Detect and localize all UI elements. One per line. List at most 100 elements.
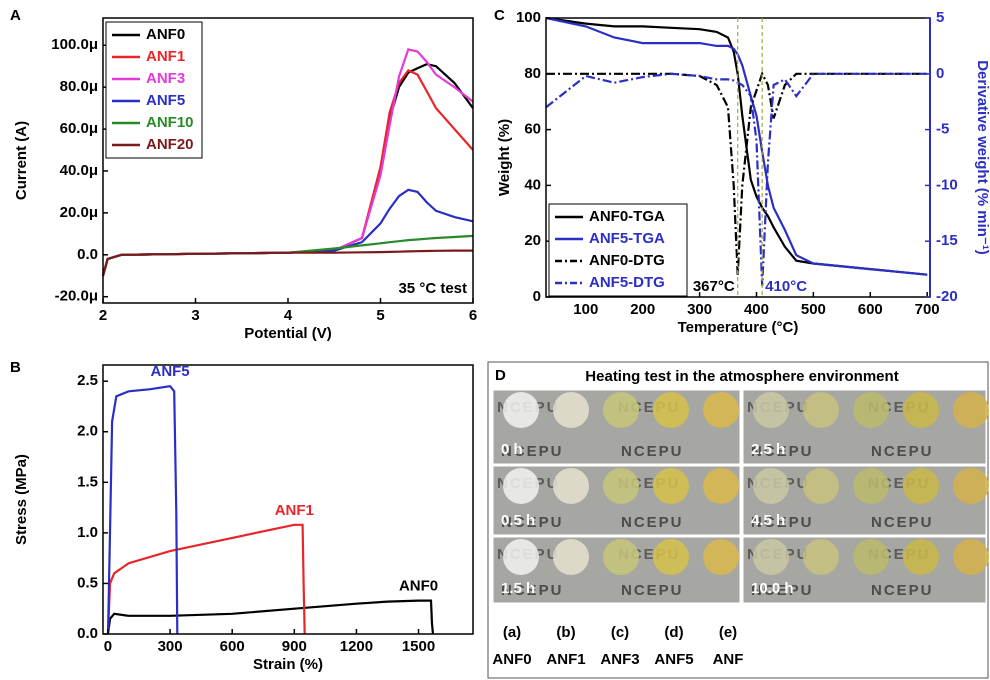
time-label: 4.5 h [751,512,785,529]
y-tick-label: 2.0 [77,423,98,440]
y2-tick-label: -15 [936,232,958,249]
series-line [101,188,474,277]
sample-disc [803,539,839,575]
backdrop-text: NCEPU [751,582,814,599]
sample-disc [953,539,989,575]
y-tick-label: 40.0μ [60,162,98,179]
sample-disc [553,392,589,428]
series-label: ANF1 [275,502,314,519]
sample-disc [703,392,739,428]
y-axis-label: Stress (MPa) [13,454,30,545]
y2-tick-label: -5 [936,121,949,138]
plot-frame [102,364,474,635]
y2-tick-label: 5 [936,9,944,26]
legend-box [105,21,203,159]
series-line [106,599,435,635]
legend-label: ANF20 [146,136,194,153]
sample-name: ANF5 [654,651,693,668]
series-line [101,234,474,277]
y2-axis-label: Derivative weight (% min⁻¹) [974,60,990,255]
x-tick-label: 300 [158,638,183,655]
x-tick-label: 1500 [402,638,435,655]
sample-disc [803,392,839,428]
sample-disc [653,392,689,428]
y2-tick-label: -20 [936,288,958,305]
sample-disc [553,468,589,504]
x-tick-label: 700 [915,301,940,318]
sample-disc [903,468,939,504]
x-tick-label: 3 [191,307,199,324]
sample-disc [603,392,639,428]
sample-disc [753,468,789,504]
sample-disc [653,539,689,575]
legend-label: ANF10 [146,114,194,131]
time-label: 10.0 h [751,580,794,597]
y-tick-label: 20 [524,232,541,249]
backdrop-text: NCEPU [621,443,684,460]
panel-letter: A [10,7,21,24]
x-tick-label: 600 [858,301,883,318]
sample-disc [953,392,989,428]
y-tick-label: 1.5 [77,473,98,490]
sample-disc [653,468,689,504]
y-axis-label: Weight (%) [496,119,513,196]
sample-disc [803,468,839,504]
backdrop-text: NCEPU [501,582,564,599]
x-tick-label: 5 [376,307,384,324]
legend-label: ANF0 [146,26,185,43]
sample-disc [903,392,939,428]
x-axis-label: Strain (%) [253,656,323,673]
sample-disc [703,539,739,575]
x-tick-label: 200 [630,301,655,318]
sample-disc [503,468,539,504]
x-tick-label: 0 [104,638,112,655]
backdrop-text: NCEPU [501,443,564,460]
legend-label: ANF0-TGA [589,208,665,225]
backdrop-text: NCEPU [621,514,684,531]
sample-disc [853,539,889,575]
y-tick-label: 1.0 [77,524,98,541]
panel-title: Heating test in the atmosphere environme… [585,368,898,385]
y-tick-label: 60 [524,121,541,138]
backdrop-text: NCEPU [871,443,934,460]
series-line [545,72,928,286]
marker-label: 410°C [765,278,807,295]
sample-disc [703,468,739,504]
time-label: 0 h [501,441,523,458]
sample-disc [753,539,789,575]
series-label: ANF0 [399,578,438,595]
sample-disc [603,539,639,575]
legend-label: ANF0-DTG [589,252,665,269]
sample-letter: (b) [556,624,575,641]
sample-disc [853,392,889,428]
sample-disc [503,392,539,428]
y-tick-label: 80 [524,65,541,82]
sample-disc [503,539,539,575]
sample-name: ANF1 [546,651,585,668]
sample-letter: (a) [503,624,521,641]
x-tick-label: 500 [801,301,826,318]
backdrop-text: NCEPU [621,582,684,599]
series-line [546,70,928,275]
legend-label: ANF5-DTG [589,274,665,291]
y-tick-label: 40 [524,176,541,193]
y-tick-label: 0.0 [77,246,98,263]
backdrop-text: NCEPU [751,443,814,460]
sample-disc [753,392,789,428]
sample-name: ANF [713,651,744,668]
sample-name: ANF0 [492,651,531,668]
annotation: 35 °C test [398,280,467,297]
y-tick-label: 0.5 [77,574,98,591]
y-tick-label: 100.0μ [51,36,98,53]
sample-name: ANF3 [600,651,639,668]
series-label: ANF5 [150,363,189,380]
time-label: 1.5 h [501,580,535,597]
y-tick-label: -20.0μ [55,288,98,305]
x-tick-label: 1200 [340,638,373,655]
x-tick-label: 600 [220,638,245,655]
x-tick-label: 4 [284,307,293,324]
y-tick-label: 60.0μ [60,120,98,137]
y-tick-label: 80.0μ [60,78,98,95]
